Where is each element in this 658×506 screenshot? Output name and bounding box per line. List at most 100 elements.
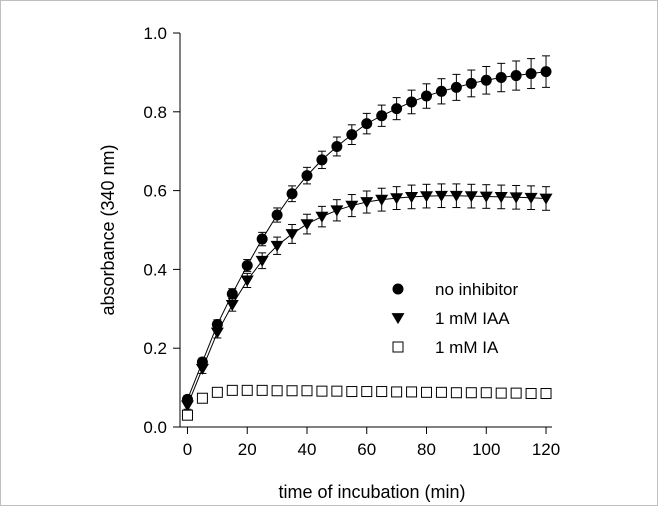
data-point xyxy=(360,197,374,209)
data-point xyxy=(375,194,389,206)
legend: no inhibitor 1 mM IAA 1 mM IA xyxy=(391,280,519,357)
data-point xyxy=(256,384,268,396)
data-point xyxy=(210,327,224,339)
data-point xyxy=(331,385,343,397)
y-tick-label: 0.6 xyxy=(143,182,167,201)
data-point xyxy=(450,387,462,399)
data-point xyxy=(196,392,208,404)
data-point xyxy=(421,90,433,102)
data-point xyxy=(211,386,223,398)
x-tick-label: 40 xyxy=(298,440,317,459)
data-point xyxy=(346,386,358,398)
legend-label: 1 mM IA xyxy=(435,338,499,357)
x-tick-label: 60 xyxy=(357,440,376,459)
legend-marker xyxy=(391,313,405,325)
legend-label: no inhibitor xyxy=(435,280,519,299)
y-tick-label: 0.0 xyxy=(143,418,167,437)
data-point xyxy=(525,68,537,80)
data-point xyxy=(495,72,507,84)
x-tick-label: 20 xyxy=(238,440,257,459)
data-point xyxy=(494,192,508,204)
data-point xyxy=(181,409,193,421)
data-point xyxy=(539,193,553,205)
axes xyxy=(173,32,552,434)
y-tick-label: 0.4 xyxy=(143,260,167,279)
data-point xyxy=(225,299,239,312)
data-point xyxy=(361,386,373,398)
data-point xyxy=(240,275,254,287)
data-point xyxy=(241,259,253,271)
data-point xyxy=(510,387,522,399)
data-point xyxy=(226,384,238,396)
data-point xyxy=(465,77,477,89)
data-point xyxy=(405,192,419,204)
series-line xyxy=(187,195,547,406)
data-point xyxy=(510,70,522,82)
y-tick-label: 0.8 xyxy=(143,103,167,122)
data-point xyxy=(361,118,373,130)
x-tick-label: 120 xyxy=(532,440,560,459)
data-point xyxy=(449,190,463,202)
data-point xyxy=(301,385,313,397)
data-point xyxy=(270,240,284,252)
data-point xyxy=(464,191,478,203)
data-point xyxy=(435,386,447,398)
legend-marker xyxy=(392,341,404,353)
data-point xyxy=(524,192,538,204)
x-tick-label: 100 xyxy=(472,440,500,459)
data-point xyxy=(256,233,268,245)
y-axis-label: absorbance (340 nm) xyxy=(98,144,118,315)
data-point xyxy=(525,388,537,400)
y-tick-label: 0.2 xyxy=(143,339,167,358)
series-no-inhibitor xyxy=(181,55,552,405)
data-point xyxy=(480,387,492,399)
series-1-mm-ia xyxy=(181,384,552,421)
data-point xyxy=(540,66,552,78)
data-point xyxy=(376,386,388,398)
data-point xyxy=(480,74,492,86)
series-1-mm-iaa xyxy=(180,183,553,412)
data-point xyxy=(330,205,344,217)
data-point xyxy=(434,190,448,202)
data-point xyxy=(316,385,328,397)
data-point xyxy=(406,96,418,108)
data-point xyxy=(406,386,418,398)
data-point xyxy=(420,191,434,203)
data-point xyxy=(331,140,343,152)
data-point xyxy=(421,386,433,398)
data-point xyxy=(195,363,209,375)
data-point xyxy=(495,387,507,399)
data-point xyxy=(391,386,403,398)
data-point xyxy=(346,129,358,141)
x-tick-label: 0 xyxy=(183,440,192,459)
data-point xyxy=(315,211,329,223)
data-point xyxy=(271,385,283,397)
data-point xyxy=(285,229,299,241)
data-point xyxy=(255,255,269,267)
data-point xyxy=(241,384,253,396)
data-point xyxy=(286,188,298,200)
data-point xyxy=(391,103,403,115)
data-point xyxy=(509,192,523,204)
data-point xyxy=(450,81,462,93)
data-point xyxy=(376,110,388,122)
data-point xyxy=(180,400,194,412)
series-layer xyxy=(180,55,553,421)
data-point xyxy=(540,388,552,400)
data-point xyxy=(465,387,477,399)
data-point xyxy=(286,385,298,397)
legend-marker xyxy=(392,283,404,295)
data-point xyxy=(271,209,283,221)
data-point xyxy=(345,200,359,212)
y-tick-label: 1.0 xyxy=(143,24,167,43)
tick-labels: 0 20 40 60 80 100 120 0.0 0.2 0.4 0.6 0.8 1.0 xyxy=(143,24,560,459)
x-axis-label: time of incubation (min) xyxy=(278,482,465,502)
data-point xyxy=(301,170,313,182)
x-tick-label: 80 xyxy=(417,440,436,459)
data-point xyxy=(316,154,328,166)
legend-label: 1 mM IAA xyxy=(435,309,510,328)
data-point xyxy=(390,193,404,205)
data-point xyxy=(479,191,493,203)
